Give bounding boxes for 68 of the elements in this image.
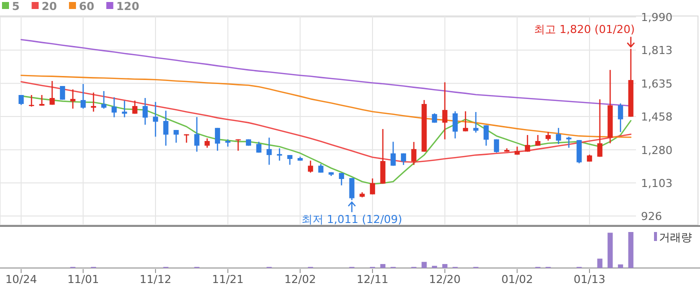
candlestick [276, 148, 282, 162]
bar [442, 264, 448, 268]
candlestick [80, 83, 86, 110]
candlestick [338, 172, 344, 186]
y-tick-label: 1,280 [641, 144, 672, 157]
bar [608, 232, 613, 268]
candlestick [390, 141, 396, 166]
candlestick [50, 80, 55, 106]
x-tick-label: 11/21 [212, 273, 244, 286]
bar [618, 264, 624, 268]
x-tick-label: 12/11 [356, 273, 388, 286]
candlestick [152, 101, 158, 138]
candlestick [287, 154, 292, 166]
candlestick [370, 178, 376, 195]
candlestick [214, 127, 220, 152]
candlestick [349, 177, 354, 201]
candlestick [462, 110, 468, 132]
candlestick [174, 129, 179, 144]
legend: 거래량 [654, 231, 692, 244]
candlestick [484, 124, 489, 146]
candlestick [442, 82, 448, 140]
candlestick [494, 138, 500, 154]
bar [597, 258, 602, 268]
bar [422, 262, 427, 268]
annotation: 최고 1,820 (01/20) [534, 22, 635, 36]
candlestick [308, 160, 314, 174]
candlestick [556, 127, 562, 145]
bar [628, 232, 634, 268]
legend-label: 20 [42, 0, 58, 13]
candlestick [524, 134, 530, 152]
candlestick [101, 90, 106, 110]
candlestick [566, 136, 572, 148]
x-tick-label: 12/02 [284, 273, 316, 286]
x-tick-label: 01/02 [501, 273, 534, 286]
x-tick-label: 11/12 [140, 273, 172, 286]
candlestick [163, 110, 168, 146]
candlestick [618, 102, 624, 133]
candlestick [112, 96, 117, 118]
candlestick [132, 100, 138, 114]
legend-label: 120 [116, 0, 140, 13]
candlestick [18, 94, 24, 106]
x-tick-label: 01/13 [574, 273, 606, 286]
y-tick-label: 1,635 [641, 77, 672, 90]
candlestick [380, 128, 386, 184]
candlestick [204, 138, 210, 148]
y-tick-label: 926 [641, 210, 662, 224]
y-tick-label: 1,813 [641, 44, 672, 58]
candlestick [597, 98, 602, 158]
candlestick [236, 138, 241, 152]
candlestick [411, 141, 416, 166]
candlestick [70, 88, 76, 110]
y-tick-label: 1,103 [641, 176, 672, 190]
candlestick [452, 110, 458, 139]
legend-label: 5 [12, 0, 20, 13]
candlestick [142, 97, 148, 126]
annotation: 최저 1,011 (12/09) [301, 213, 402, 226]
candlestick [266, 137, 272, 166]
candlestick [122, 100, 128, 118]
candlestick [194, 116, 200, 152]
x-tick-label: 11/01 [67, 273, 100, 286]
candlestick [60, 85, 66, 100]
y-tick-label: 1,990 [641, 11, 672, 24]
y-tick-label: 1,458 [641, 110, 672, 124]
x-tick-label: 12/20 [428, 273, 461, 286]
bar [380, 264, 386, 268]
legend-label: 60 [78, 0, 95, 13]
x-tick-label: 10/24 [5, 273, 38, 286]
candlestick [576, 139, 582, 164]
